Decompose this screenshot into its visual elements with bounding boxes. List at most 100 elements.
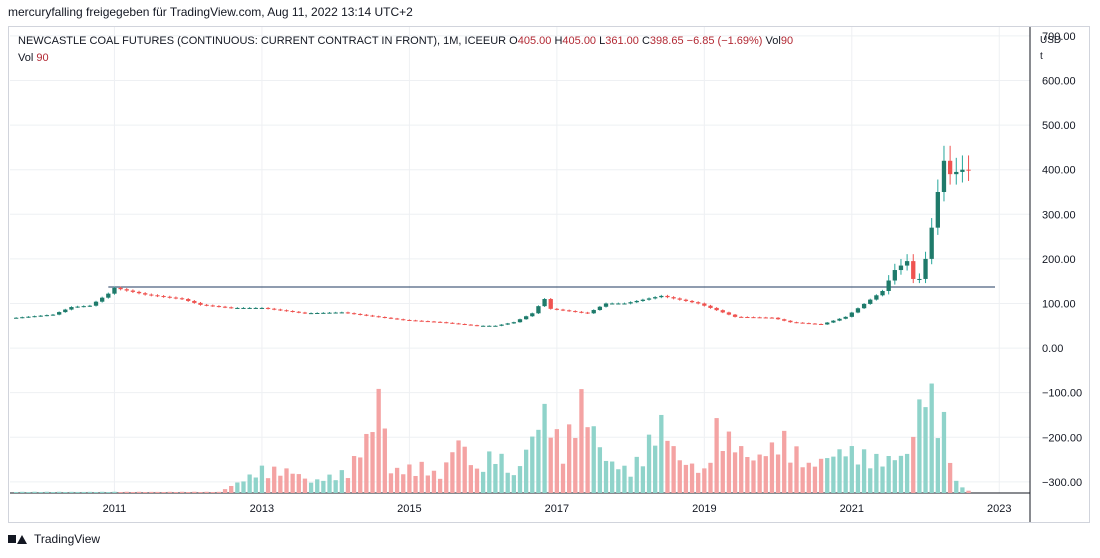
volume-bar <box>653 445 658 493</box>
candle-body <box>32 316 37 318</box>
candle-body <box>204 304 209 306</box>
candle-body <box>560 309 566 311</box>
volume-bar <box>235 482 240 493</box>
volume-bar <box>554 429 560 493</box>
candle-body <box>450 322 455 324</box>
volume-bar <box>831 456 836 493</box>
candle-body <box>855 308 861 313</box>
volume-bar <box>272 466 277 493</box>
volume-bar <box>179 491 185 493</box>
change-value: −6.85 (−1.69%) <box>686 35 763 47</box>
volume-bar <box>585 427 590 493</box>
volume-bar <box>849 446 854 493</box>
volume-bar <box>677 460 682 493</box>
candle-body <box>327 312 332 314</box>
volume-bar <box>622 465 627 493</box>
volume-bar <box>50 492 56 493</box>
volume-bar <box>499 453 504 493</box>
candle-body <box>278 309 283 311</box>
candle-body <box>886 280 891 291</box>
volume-bar <box>751 460 756 493</box>
volume-bar <box>567 424 572 493</box>
volume-bar <box>296 474 301 493</box>
volume-bar <box>186 492 191 493</box>
candle-body <box>69 307 74 310</box>
volume-bar <box>628 476 633 493</box>
candle-body <box>93 301 99 306</box>
y-tick-label: −300.00 <box>1042 477 1082 489</box>
candle-body <box>345 312 351 314</box>
volume-bar <box>44 491 50 493</box>
y-tick-label: 100.00 <box>1042 298 1076 310</box>
candle-body <box>806 323 811 325</box>
volume-bar <box>327 474 332 493</box>
volume-bar <box>493 463 498 493</box>
candle-body <box>44 315 50 317</box>
symbol-legend[interactable]: NEWCASTLE COAL FUTURES (CONTINUOUS: CURR… <box>18 35 793 47</box>
candle-body <box>499 324 504 326</box>
candle-body <box>554 308 560 310</box>
candle-body <box>653 297 658 299</box>
chart-frame[interactable] <box>8 26 1090 523</box>
volume-bar <box>874 453 879 493</box>
volume-bar <box>81 491 86 493</box>
candle-body <box>118 287 123 290</box>
candle-body <box>26 316 31 318</box>
volume-bar <box>149 491 154 493</box>
candle-body <box>155 295 160 297</box>
volume-bar <box>290 473 295 493</box>
volume-bar <box>136 491 142 493</box>
price-unit: USD t <box>1040 33 1061 65</box>
volume-bar <box>640 466 646 493</box>
volume-bar <box>444 462 449 493</box>
volume-bar <box>161 491 166 493</box>
volume-bar <box>259 465 265 493</box>
candle-body <box>782 319 787 321</box>
volume-bar <box>960 487 965 493</box>
volume-bar <box>775 454 781 493</box>
y-tick-label: 300.00 <box>1042 209 1076 221</box>
volume-bar <box>757 454 762 493</box>
volume-bar <box>93 492 99 493</box>
volume-bar <box>143 492 148 493</box>
candle-body <box>818 323 824 325</box>
candle-body <box>579 311 584 313</box>
volume-bar <box>112 491 117 493</box>
candle-body <box>640 299 646 301</box>
candle-body <box>960 169 965 172</box>
candle-body <box>253 307 258 309</box>
candle-body <box>179 298 185 300</box>
volume-bar <box>800 467 805 493</box>
volume-bar <box>530 436 535 493</box>
symbol-name: NEWCASTLE COAL FUTURES (CONTINUOUS: CURR… <box>18 35 507 47</box>
candle-body <box>474 325 480 327</box>
footer-brand[interactable]: TradingView <box>8 532 100 546</box>
x-tick-label: 2017 <box>545 503 569 515</box>
volume-bar <box>364 433 369 493</box>
volume-bar <box>278 475 283 493</box>
candle-body <box>186 299 191 301</box>
volume-legend[interactable]: Vol 90 <box>18 52 49 64</box>
volume-study-value: 90 <box>36 52 49 64</box>
candle-body <box>696 302 701 304</box>
volume-bar <box>892 460 897 493</box>
candle-body <box>775 317 781 320</box>
volume-value: 90 <box>780 35 794 47</box>
candle-body <box>487 325 492 327</box>
volume-bar <box>702 468 707 493</box>
volume-bar <box>124 491 129 493</box>
candle-body <box>493 325 498 327</box>
candle-body <box>812 323 818 325</box>
volume-bar <box>911 436 916 493</box>
candle-body <box>573 311 578 313</box>
candle-body <box>388 317 394 319</box>
candle-body <box>530 313 535 317</box>
volume-bar <box>222 489 228 493</box>
candle-body <box>315 312 320 314</box>
candle-body <box>265 307 271 309</box>
volume-bar <box>462 446 467 493</box>
candle-body <box>216 306 222 308</box>
volume-bar <box>511 475 517 493</box>
candle-body <box>229 307 234 309</box>
